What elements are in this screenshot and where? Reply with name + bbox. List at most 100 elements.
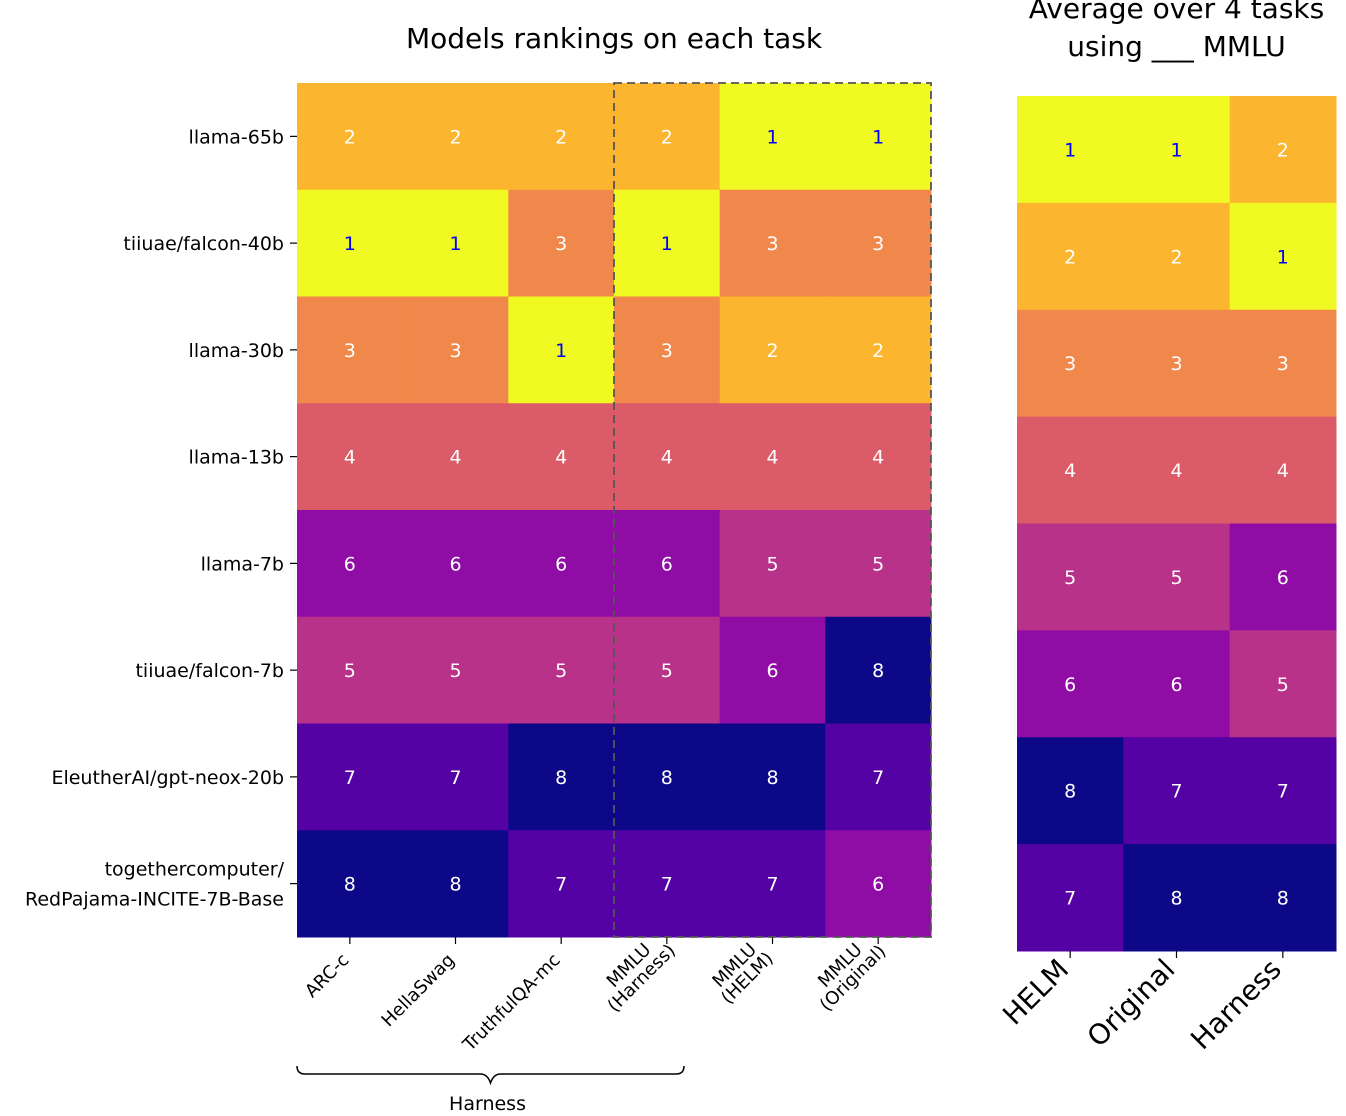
cell-label: 6 — [344, 553, 356, 575]
cell-label: 2 — [1170, 246, 1182, 268]
brace-label: Harness — [449, 1093, 526, 1112]
heatmap-cell — [402, 723, 509, 831]
heatmap-cell — [1017, 630, 1124, 738]
heatmap-cell — [1229, 96, 1337, 204]
heatmap-cell — [614, 403, 721, 511]
heatmap-cell — [719, 296, 826, 404]
heatmap-cell — [402, 296, 509, 404]
heatmap-cell — [719, 723, 826, 831]
heatmap-cell — [508, 189, 615, 297]
cell-label: 5 — [1170, 567, 1182, 589]
heatmap-cell — [1017, 523, 1124, 631]
cell-label: 4 — [555, 447, 567, 469]
cell-label: 1 — [344, 233, 356, 255]
cell-label: 2 — [555, 126, 567, 148]
x-tick-label: MMLU(HELM) — [704, 935, 777, 1008]
cell-label: 1 — [1064, 139, 1076, 161]
cell-label: 8 — [449, 874, 461, 896]
heatmap-cell — [614, 510, 721, 618]
cell-label: 7 — [1170, 781, 1182, 803]
cell-label: 7 — [555, 874, 567, 896]
cell-label: 5 — [344, 660, 356, 682]
heatmap-cell — [297, 723, 404, 831]
heatmap-cell — [402, 189, 509, 297]
heatmap-cell — [1123, 630, 1231, 738]
cell-label: 3 — [344, 340, 356, 362]
chart-title: Average over 4 tasks using ___ MMLU — [1029, 0, 1324, 63]
heatmap-cell — [1017, 309, 1124, 418]
heatmap-cell — [297, 403, 404, 511]
cell-label: 8 — [1277, 888, 1289, 910]
heatmap-cell — [1123, 416, 1231, 524]
heatmap-cell — [1229, 416, 1337, 524]
x-tick-label: TruthfulQA-mc — [458, 950, 564, 1056]
cell-label: 7 — [661, 874, 673, 896]
heatmap-cell — [825, 723, 932, 831]
cell-label: 1 — [449, 233, 461, 255]
cell-label: 4 — [1277, 460, 1289, 482]
heatmap-cell — [825, 403, 932, 511]
heatmap-cell — [1123, 309, 1231, 418]
cell-label: 6 — [449, 553, 461, 575]
heatmap-cell — [1017, 202, 1124, 311]
heatmap-cell — [719, 189, 826, 297]
heatmap-cell — [825, 616, 932, 724]
y-tick-label: llama-30b — [189, 340, 284, 362]
cell-label: 2 — [1277, 139, 1289, 161]
heatmap-cell — [614, 83, 721, 191]
cell-label: 4 — [449, 447, 461, 469]
y-tick-label: tiiuae/falcon-40b — [123, 233, 284, 255]
heatmap-cell — [297, 510, 404, 618]
cell-label: 5 — [766, 553, 778, 575]
heatmap-cell — [825, 189, 932, 297]
heatmap-cell — [614, 723, 721, 831]
cell-label: 1 — [872, 126, 884, 148]
heatmap-cell — [719, 510, 826, 618]
heatmap-cell — [719, 403, 826, 511]
heatmap-cell — [508, 616, 615, 724]
heatmap-cell — [402, 830, 509, 938]
chart-title: Models rankings on each task — [406, 22, 823, 55]
cell-label: 7 — [872, 767, 884, 789]
heatmap-cell — [614, 189, 721, 297]
cell-label: 4 — [872, 447, 884, 469]
cell-label: 3 — [449, 340, 461, 362]
x-tick-label: Harness — [1184, 953, 1288, 1057]
heatmap-cell — [1017, 416, 1124, 524]
cell-label: 3 — [1170, 353, 1182, 375]
cell-label: 7 — [344, 767, 356, 789]
heatmap-cell — [1229, 844, 1337, 952]
cell-label: 3 — [766, 233, 778, 255]
cell-label: 7 — [1277, 781, 1289, 803]
cell-label: 8 — [344, 874, 356, 896]
cell-label: 4 — [1170, 460, 1182, 482]
heatmap-cell — [1123, 523, 1231, 631]
heatmap-cell — [1017, 737, 1124, 845]
cell-label: 6 — [1064, 674, 1076, 696]
cell-label: 1 — [1170, 139, 1182, 161]
heatmap-cell — [1229, 630, 1337, 738]
cell-label: 1 — [1277, 246, 1289, 268]
cell-label: 2 — [661, 126, 673, 148]
cell-label: 3 — [1064, 353, 1076, 375]
heatmap-cell — [508, 403, 615, 511]
cell-label: 4 — [661, 447, 673, 469]
heatmap-cell — [402, 403, 509, 511]
cell-label: 6 — [766, 660, 778, 682]
heatmap-cell — [297, 296, 404, 404]
cell-label: 6 — [872, 874, 884, 896]
heatmap-cell — [508, 723, 615, 831]
cell-label: 3 — [661, 340, 673, 362]
cell-label: 5 — [872, 553, 884, 575]
y-tick-label: tiiuae/falcon-7b — [135, 660, 284, 682]
x-tick-label: HELM — [996, 953, 1075, 1032]
cell-label: 4 — [766, 447, 778, 469]
cell-label: 1 — [661, 233, 673, 255]
heatmap-cell — [402, 83, 509, 191]
cell-label: 2 — [872, 340, 884, 362]
heatmap-cell — [1017, 844, 1124, 952]
cell-label: 8 — [1064, 781, 1076, 803]
heatmap-cell — [297, 189, 404, 297]
cell-label: 6 — [1170, 674, 1182, 696]
